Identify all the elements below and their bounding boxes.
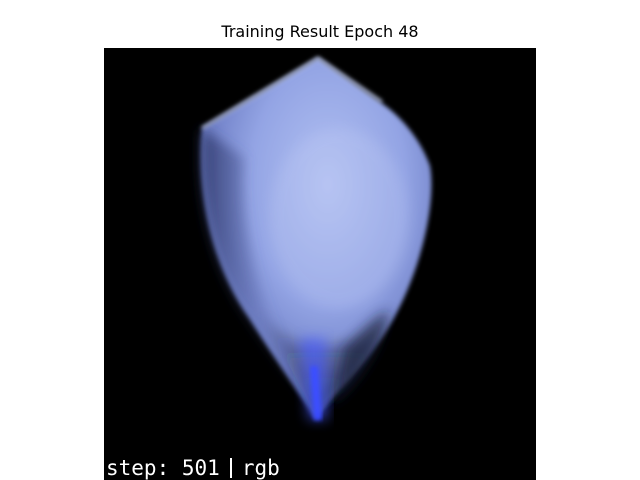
step-value: 501 [181, 456, 220, 480]
step-overlay: step: 501 rgb [106, 456, 280, 480]
figure-title: Training Result Epoch 48 [221, 22, 419, 41]
separator [229, 458, 232, 478]
rendered-object [200, 56, 432, 420]
step-prefix: step: [106, 456, 170, 480]
render-mode: rgb [241, 456, 280, 480]
render-image: step: 501 rgb [104, 48, 536, 480]
